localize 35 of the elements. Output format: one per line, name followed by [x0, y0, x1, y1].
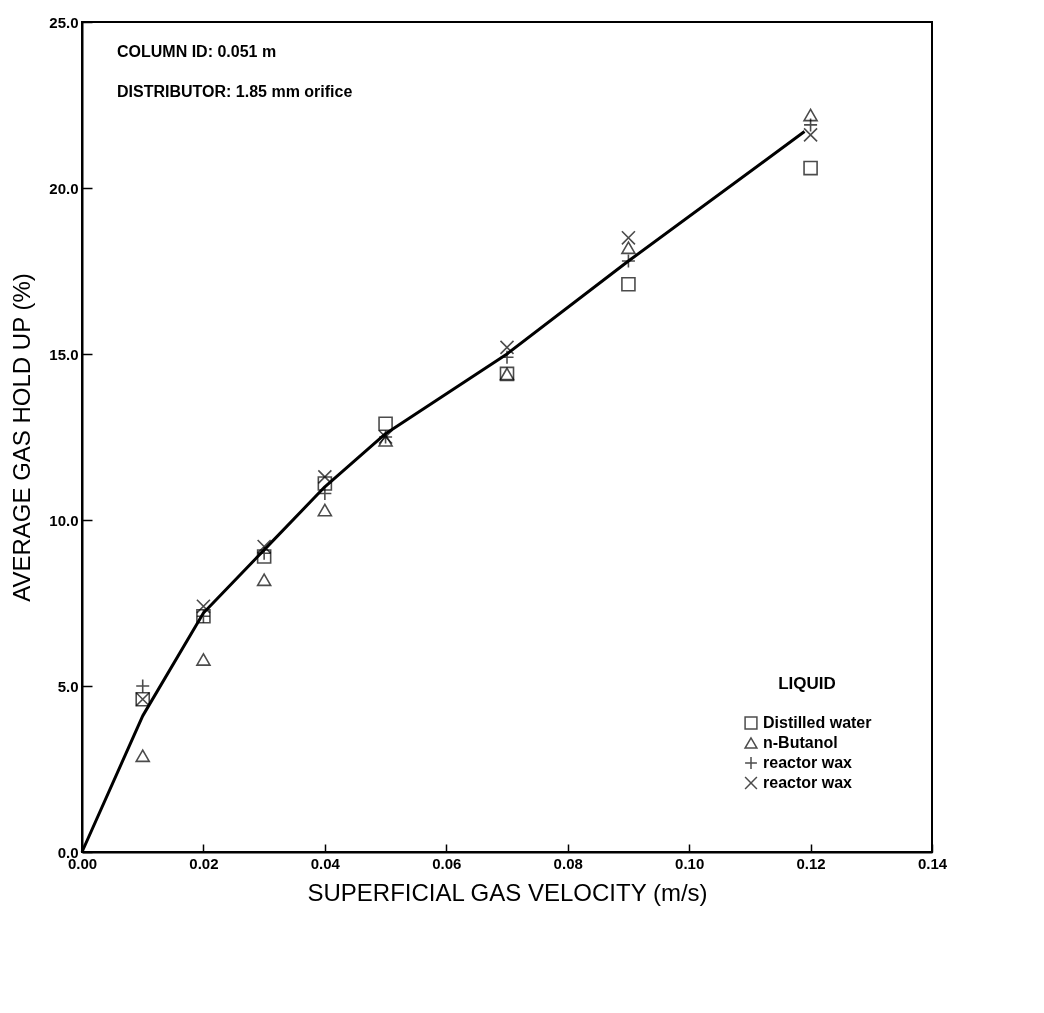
legend-label: Distilled water: [763, 714, 872, 731]
x-tick-label: 0.14: [917, 854, 948, 872]
point: [378, 416, 393, 432]
y-tick-label: 10.0: [49, 511, 79, 529]
point: [196, 652, 211, 666]
point: [256, 549, 272, 564]
point: [803, 160, 818, 176]
point: [621, 241, 636, 255]
point: [621, 230, 636, 246]
y-tick-label: 25.0: [49, 13, 79, 31]
point: [317, 503, 333, 517]
y-tick-label: 5.0: [57, 677, 79, 695]
y-tick-label: 15.0: [49, 345, 79, 363]
point: [317, 476, 333, 491]
x-tick-label: 0.02: [189, 854, 219, 872]
legend-label: reactor wax: [763, 774, 853, 791]
x-tick-label: 0.06: [432, 854, 462, 872]
point: [803, 108, 818, 122]
legend-title: LIQUID: [778, 674, 836, 693]
y-tick-label: 20.0: [49, 179, 79, 197]
point: [621, 276, 636, 292]
x-axis-title: SUPERFICIAL GAS VELOCITY (m/s): [307, 878, 708, 906]
point: [499, 340, 515, 355]
point: [256, 539, 272, 554]
legend-label: n-Butanol: [763, 734, 838, 751]
point: [256, 573, 272, 587]
x-tick-label: 0.04: [310, 854, 341, 872]
y-axis-title: AVERAGE GAS HOLD UP (%): [8, 273, 36, 602]
annotation: COLUMN ID: 0.051 m: [117, 43, 277, 60]
annotation: DISTRIBUTOR: 1.85 mm orifice: [117, 83, 353, 100]
x-tick-label: 0.12: [796, 854, 826, 872]
x-tick-label: 0.08: [553, 854, 583, 872]
x-tick-label: 0.10: [675, 854, 705, 872]
point: [135, 749, 151, 763]
legend-label: reactor wax: [763, 754, 853, 771]
